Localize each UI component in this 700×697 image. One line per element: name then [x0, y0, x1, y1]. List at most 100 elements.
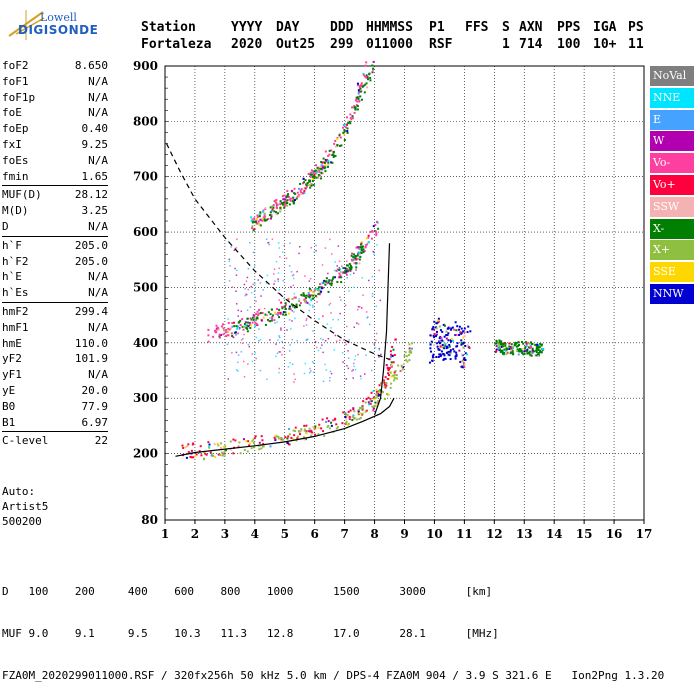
echo-point [311, 361, 314, 363]
echo-point [385, 384, 388, 387]
echo-point [402, 366, 405, 369]
echo-point [304, 298, 306, 301]
legend-item: W [650, 131, 694, 152]
echo-point [271, 317, 274, 320]
echo-point [352, 414, 355, 417]
echo-point [371, 405, 374, 408]
echo-point [370, 237, 373, 240]
echo-point [452, 339, 455, 342]
echo-point [445, 334, 448, 337]
echo-point [432, 334, 435, 337]
echo-point [324, 340, 327, 342]
header-value: 10+ [593, 37, 617, 52]
auto-label: Auto: [2, 485, 36, 498]
echo-point [444, 342, 447, 345]
echo-point [359, 255, 362, 258]
echo-point [353, 106, 356, 109]
echo-point [336, 265, 338, 267]
echo-point [293, 192, 296, 195]
echo-point [301, 294, 304, 297]
echo-point [257, 313, 260, 316]
legend-item: E [650, 109, 694, 130]
echo-point [288, 443, 291, 446]
echo-point [284, 202, 287, 205]
echo-point [274, 313, 277, 316]
echo-point [354, 368, 357, 371]
echo-point [358, 100, 361, 103]
echo-point [255, 217, 258, 220]
echo-point [518, 349, 521, 352]
echo-point [322, 315, 324, 317]
echo-point [320, 164, 323, 167]
echo-point [275, 260, 278, 263]
echo-point [312, 371, 315, 373]
echo-point [387, 374, 390, 377]
echo-point [357, 353, 359, 356]
logo-line-2: DIGISONDE [18, 23, 99, 37]
echo-point [306, 182, 309, 185]
echo-point [368, 323, 371, 326]
echo-point [317, 168, 320, 171]
echo-point [368, 73, 371, 76]
echo-point [321, 161, 324, 164]
echo-point [374, 346, 377, 349]
echo-point [253, 315, 256, 317]
echo-point [516, 348, 519, 351]
echo-point [367, 241, 370, 244]
echo-point [269, 317, 271, 319]
echo-point [231, 286, 234, 288]
echo-point [253, 220, 256, 223]
echo-point [318, 174, 321, 177]
echo-point [330, 372, 333, 375]
echo-point [322, 172, 325, 175]
header-label: HHMMSS [366, 20, 413, 35]
echo-point [334, 155, 337, 158]
echo-point [517, 341, 520, 344]
echo-point [361, 408, 364, 411]
echo-point [280, 327, 282, 329]
echo-point [469, 330, 472, 333]
echo-point [364, 401, 367, 404]
echo-point [324, 150, 327, 153]
echo-point [316, 166, 319, 169]
echo-point [303, 424, 306, 427]
echo-point [444, 357, 447, 360]
echo-point [336, 280, 339, 283]
echo-point [244, 287, 247, 290]
echo-point [301, 192, 304, 195]
echo-point [269, 211, 272, 214]
echo-point [192, 442, 195, 445]
header-value: 11 [628, 37, 644, 52]
parameter-row: foF1 N/A [2, 74, 108, 90]
echo-point [275, 213, 278, 216]
echo-point [390, 375, 393, 378]
echo-point [352, 408, 355, 411]
echo-point [314, 172, 317, 175]
echo-point [503, 348, 506, 351]
echo-point [362, 407, 365, 410]
echo-point [348, 262, 351, 265]
echo-point [354, 355, 357, 357]
echo-point [431, 359, 434, 362]
echo-point [324, 283, 327, 286]
echo-point [262, 210, 265, 213]
echo-point [328, 279, 331, 282]
echo-point [237, 315, 239, 317]
echo-point [275, 207, 278, 210]
echo-point [293, 296, 296, 299]
echo-point [357, 308, 359, 311]
header-value: 299 [330, 37, 354, 52]
echo-point [210, 453, 213, 456]
echo-point [312, 183, 315, 186]
echo-point [251, 218, 254, 221]
echo-point [271, 316, 274, 319]
echo-point [310, 299, 313, 302]
echo-point [252, 229, 255, 232]
parameter-row: foEp 0.40 [2, 121, 108, 137]
echo-point [273, 319, 276, 322]
echo-point [325, 160, 328, 163]
echo-point [291, 200, 294, 203]
echo-point [515, 345, 518, 348]
echo-point [309, 304, 311, 306]
echo-point [262, 289, 264, 291]
